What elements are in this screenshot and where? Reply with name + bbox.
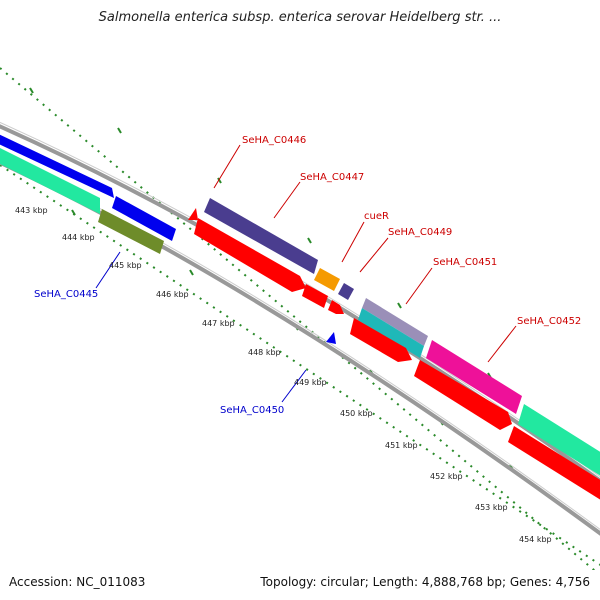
tick-label: 449 kbp	[294, 378, 327, 387]
cds-0447-red[interactable]	[302, 284, 328, 308]
tick-label: 445 kbp	[109, 261, 142, 270]
gene-label-0450[interactable]: SeHA_C0450	[220, 405, 284, 416]
gene-0451-magenta[interactable]	[426, 340, 522, 414]
map-title: Salmonella enterica subsp. enterica sero…	[98, 10, 502, 25]
gene-label-0445[interactable]: SeHA_C0445	[34, 289, 98, 300]
cds-0449-red[interactable]	[350, 318, 412, 362]
gene-label-0451[interactable]: SeHA_C0451	[433, 257, 497, 268]
gene-0450-blue[interactable]	[326, 332, 336, 344]
accession-text: Accession: NC_011083	[9, 575, 146, 589]
tick-label: 451 kbp	[385, 441, 418, 450]
gene-0452-mint[interactable]	[518, 404, 600, 478]
gene-0449-teal[interactable]	[358, 308, 424, 358]
gene-0445-olive[interactable]	[98, 209, 164, 254]
inner-tick-ring	[0, 164, 600, 566]
tick-label: 447 kbp	[202, 319, 235, 328]
tick-label: 443 kbp	[15, 206, 48, 215]
gene-label-0447[interactable]: SeHA_C0447	[300, 172, 364, 183]
tick-label: 448 kbp	[248, 348, 281, 357]
cds-0451-red[interactable]	[414, 360, 512, 430]
gene-label-0446[interactable]: SeHA_C0446	[242, 135, 306, 146]
tick-label: 446 kbp	[156, 290, 189, 299]
cds-cueR-red[interactable]	[328, 300, 344, 314]
summary-text: Topology: circular; Length: 4,888,768 bp…	[260, 575, 590, 589]
gene-0446-navy[interactable]	[204, 198, 318, 274]
gene-label-cueR[interactable]: cueR	[364, 211, 389, 222]
label-leaders	[95, 144, 517, 403]
tick-label: 444 kbp	[62, 233, 95, 242]
tick-label: 454 kbp	[519, 535, 552, 544]
gene-label-0449[interactable]: SeHA_C0449	[388, 227, 452, 238]
gene-marker-red[interactable]	[188, 208, 198, 220]
tick-label: 452 kbp	[430, 472, 463, 481]
gene-left-mint[interactable]	[0, 143, 100, 214]
gene-0449-grey[interactable]	[362, 298, 428, 346]
gene-0445-blue[interactable]	[112, 196, 176, 241]
cds-0452-red[interactable]	[508, 426, 600, 502]
cds-0446-red[interactable]	[194, 218, 306, 292]
gene-0447-orange[interactable]	[314, 268, 340, 291]
tick-label: 453 kbp	[475, 503, 508, 512]
gene-left-blue[interactable]	[0, 130, 114, 198]
gene-label-0452[interactable]: SeHA_C0452	[517, 316, 581, 327]
tick-label: 450 kbp	[340, 409, 373, 418]
gene-cueR-navy[interactable]	[338, 283, 354, 300]
